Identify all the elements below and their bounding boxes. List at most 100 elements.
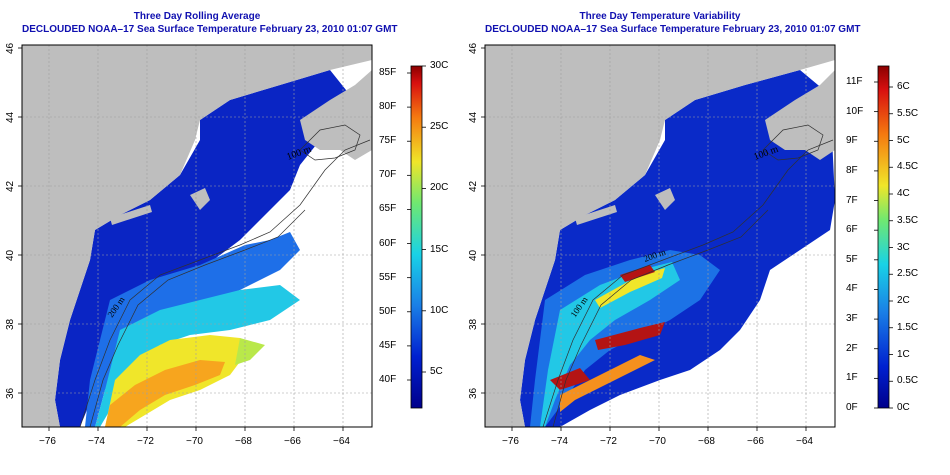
left-ytick-label: 36 bbox=[5, 387, 16, 399]
left-xtick-label: −76 bbox=[39, 436, 56, 447]
right-colorbar-f-label: 1F bbox=[846, 372, 858, 384]
right-contours bbox=[542, 124, 834, 427]
right-land bbox=[485, 45, 835, 427]
right-colorbar bbox=[877, 65, 890, 409]
left-contours bbox=[79, 124, 371, 427]
left-ytick-label: 42 bbox=[5, 180, 16, 192]
right-xtick-label: −72 bbox=[600, 436, 617, 447]
left-ytick-label: 40 bbox=[5, 249, 16, 261]
tick-marks bbox=[18, 47, 893, 431]
right-colorbar-c-label: 2C bbox=[897, 295, 910, 306]
left-title-line1: Three Day Rolling Average bbox=[133, 11, 261, 22]
right-xtick-label: −68 bbox=[698, 436, 715, 447]
left-xtick-label: −74 bbox=[88, 436, 105, 447]
left-cold-water bbox=[55, 70, 350, 427]
right-red-band-2 bbox=[595, 322, 665, 350]
left-colorbar-f-label: 75F bbox=[379, 135, 397, 147]
left-colorbar-c-label: 10C bbox=[430, 304, 449, 316]
left-ytick-label: 38 bbox=[5, 318, 16, 330]
left-map-panel bbox=[22, 45, 372, 427]
right-colorbar-f-label: 7F bbox=[846, 194, 858, 206]
right-ytick-label: 44 bbox=[468, 111, 479, 123]
left-xtick-label: −72 bbox=[137, 436, 154, 447]
left-colorbar-f-label: 55F bbox=[379, 271, 397, 283]
left-colorbar-c-label: 5C bbox=[430, 366, 443, 377]
right-colorbar-f-label: 8F bbox=[846, 164, 858, 176]
left-colorbar-f-label: 40F bbox=[379, 374, 397, 385]
right-cape-cod bbox=[655, 188, 675, 210]
left-colorbar-c-label: 20C bbox=[430, 182, 449, 194]
right-colorbar-f-label: 4F bbox=[846, 283, 858, 295]
left-colorbar-f-label: 60F bbox=[379, 237, 397, 249]
left-map-frame bbox=[21, 44, 373, 428]
left-gulfstream-orange bbox=[105, 360, 225, 427]
left-cyan-water bbox=[95, 285, 300, 427]
right-colorbar-f-label: 0F bbox=[846, 402, 858, 413]
right-colorbar-c-label: 5.5C bbox=[897, 107, 919, 119]
left-colorbar-c-label: 15C bbox=[430, 243, 449, 255]
left-xtick-label: −68 bbox=[235, 436, 252, 447]
right-colorbar-c-label: 3C bbox=[897, 241, 910, 253]
right-colorbar-c-label: 5C bbox=[897, 134, 910, 146]
right-colorbar-c-label: 1.5C bbox=[897, 321, 919, 333]
left-colorbar-f-label: 80F bbox=[379, 101, 397, 113]
left-xtick-label: −70 bbox=[186, 436, 203, 447]
right-colorbar-c-label: 4.5C bbox=[897, 161, 919, 173]
right-xtick-label: −74 bbox=[551, 436, 568, 447]
left-nova-scotia bbox=[300, 70, 372, 160]
right-ytick-label: 40 bbox=[468, 249, 479, 261]
right-yellow-band bbox=[595, 268, 665, 308]
left-xtick-label: −64 bbox=[333, 436, 350, 447]
left-slope-water bbox=[85, 232, 300, 427]
right-map-frame bbox=[484, 44, 836, 428]
right-map-panel bbox=[485, 45, 835, 427]
left-colorbar-c-label: 30C bbox=[430, 60, 449, 71]
right-colorbar-f-label: 3F bbox=[846, 313, 858, 325]
right-colorbar-f-label: 5F bbox=[846, 253, 858, 265]
right-colorbar-c-label: 2.5C bbox=[897, 268, 919, 280]
left-title-line2: DECLOUDED NOAA–17 Sea Surface Temperatur… bbox=[22, 24, 398, 35]
left-colorbar-f-label: 85F bbox=[379, 67, 397, 78]
right-colorbar-f-label: 2F bbox=[846, 342, 858, 354]
right-ytick-label: 46 bbox=[468, 42, 479, 54]
right-xtick-label: −76 bbox=[502, 436, 519, 447]
right-colorbar-c-label: 0.5C bbox=[897, 375, 919, 387]
right-colorbar-c-label: 4C bbox=[897, 188, 910, 199]
right-xtick-label: −66 bbox=[747, 436, 764, 447]
right-colorbar-c-label: 3.5C bbox=[897, 214, 919, 226]
right-red-band-3 bbox=[550, 368, 590, 390]
left-colorbar-f-label: 70F bbox=[379, 169, 397, 181]
left-land bbox=[22, 45, 372, 427]
right-nova-scotia bbox=[765, 70, 835, 160]
right-xtick-label: −70 bbox=[649, 436, 666, 447]
right-colorbar-c-label: 1C bbox=[897, 348, 910, 360]
right-colorbar-c-label: 6C bbox=[897, 81, 910, 92]
right-colorbar-c-label: 0C bbox=[897, 402, 910, 413]
right-ytick-label: 38 bbox=[468, 318, 479, 330]
left-xtick-label: −66 bbox=[284, 436, 301, 447]
right-colorbar-f-label: 10F bbox=[846, 105, 864, 117]
right-orange-band bbox=[560, 355, 655, 412]
left-ytick-label: 46 bbox=[5, 42, 16, 54]
left-colorbar-f-label: 50F bbox=[379, 305, 397, 317]
left-colorbar-c-label: 25C bbox=[430, 121, 449, 133]
right-long-island bbox=[575, 205, 617, 225]
right-title-line2: DECLOUDED NOAA–17 Sea Surface Temperatur… bbox=[485, 24, 861, 35]
left-long-island bbox=[110, 205, 152, 225]
right-red-band-1 bbox=[620, 265, 655, 282]
right-xtick-label: −64 bbox=[796, 436, 813, 447]
right-cyan-variability bbox=[540, 262, 680, 427]
left-ytick-label: 44 bbox=[5, 111, 16, 123]
left-colorbar bbox=[410, 65, 423, 409]
right-colorbar-f-label: 11F bbox=[846, 76, 863, 87]
right-colorbar-f-label: 9F bbox=[846, 135, 858, 147]
left-warm-edge bbox=[235, 338, 265, 365]
left-colorbar-f-label: 65F bbox=[379, 203, 397, 215]
right-colorbar-f-label: 6F bbox=[846, 224, 858, 236]
left-cape-cod bbox=[190, 188, 210, 210]
left-colorbar-f-label: 45F bbox=[379, 339, 397, 351]
right-title-line1: Three Day Temperature Variability bbox=[579, 11, 741, 22]
right-ytick-label: 36 bbox=[468, 387, 479, 399]
right-ytick-label: 42 bbox=[468, 180, 479, 192]
